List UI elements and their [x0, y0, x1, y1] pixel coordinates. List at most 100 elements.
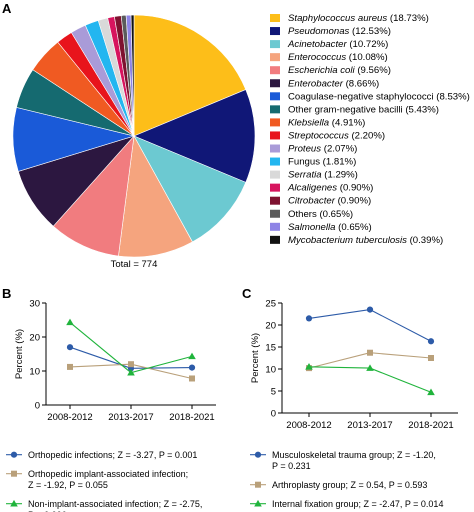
legend-name-8: Klebsiella [288, 117, 329, 128]
pie-slice-2 [133, 135, 247, 243]
chart-b-legend-marker-1 [11, 470, 17, 477]
legend-pct-0: (18.73%) [387, 13, 429, 24]
pie-slice-1 [133, 89, 256, 183]
chart-c-legend-label-2-0: Internal fixation group; Z = -2.47, P = … [272, 499, 443, 509]
chart-c-point-0-1 [366, 306, 374, 313]
legend-pct-2: (10.72%) [347, 39, 389, 50]
chart-b-ytick-label-1: 10 [29, 366, 40, 377]
chart-b-point-1-1 [128, 361, 134, 368]
legend-swatch-12 [270, 170, 280, 179]
chart-b-point-1-0 [67, 363, 73, 370]
legend-name-17: Mycobacterium tuberculosis [288, 235, 407, 246]
legend-pct-3: (10.08%) [346, 52, 388, 63]
legend-name-10: Proteus [288, 144, 321, 155]
chart-b-ytick-label-0: 0 [35, 400, 40, 411]
chart-c-ylabel: Percent (%) [250, 333, 261, 383]
legend-pct-7: (5.43%) [403, 104, 439, 115]
legend-label-0: Staphylococcus aureus (18.73%) [288, 13, 429, 24]
legend-label-5: Enterobacter (8.66%) [288, 78, 379, 89]
legend-label-2: Acinetobacter (10.72%) [287, 39, 388, 50]
chart-c-legend-label-0-1: P = 0.231 [272, 461, 311, 471]
legend-swatch-15 [270, 209, 280, 218]
chart-b-legend-label-1-0: Orthopedic implant-associated infection; [28, 469, 188, 479]
legend-name-4: Escherichia coli [288, 65, 356, 76]
legend-name-9: Streptococcus [288, 130, 349, 141]
legend-label-11: Fungus (1.81%) [288, 157, 356, 168]
legend-name-6: Coagulase-negative staphylococci [288, 91, 434, 102]
legend-label-9: Streptococcus (2.20%) [288, 130, 385, 141]
chart-c-legend-label-0-0: Musculoskeletal trauma group; Z = -1.20, [272, 450, 436, 460]
legend-swatch-10 [270, 144, 280, 153]
chart-c-point-2-1 [366, 364, 374, 371]
pie-slice-0 [133, 14, 247, 137]
legend-swatch-11 [270, 157, 280, 166]
chart-c-legend-marker-2 [254, 499, 262, 507]
legend-swatch-16 [270, 222, 280, 231]
legend-pct-10: (2.07%) [321, 144, 357, 155]
chart-c-ytick-label-4: 20 [265, 320, 276, 331]
chart-b-point-2-1 [127, 368, 135, 376]
legend-pct-8: (4.91%) [329, 117, 365, 128]
legend-pct-12: (1.29%) [322, 170, 358, 181]
chart-c-legend-marker-1 [255, 481, 261, 488]
chart-c-legend-marker-0 [254, 451, 262, 458]
chart-c-point-2-2 [427, 388, 435, 396]
chart-c-point-1-1 [367, 349, 373, 356]
legend-swatch-7 [270, 105, 280, 114]
chart-b-legend-label-0-0: Orthopedic infections; Z = -3.27, P = 0.… [28, 450, 197, 460]
legend-swatch-0 [270, 14, 280, 22]
legend-pct-15: (0.65%) [317, 209, 353, 220]
legend-swatch-3 [270, 53, 280, 62]
legend-name-3: Enterococcus [288, 52, 346, 63]
legend-swatch-13 [270, 183, 280, 192]
chart-c-ytick-label-2: 10 [265, 364, 276, 375]
legend-label-7: Other gram-negative bacilli (5.43%) [288, 104, 439, 115]
chart-b-point-2-2 [188, 352, 196, 360]
legend-swatch-5 [270, 79, 280, 88]
line-chart-c: 0 5 10 15 20 25 2008-2012 2013-2017 2018-2021 Per… [250, 298, 458, 509]
pie-legend: Staphylococcus aureus (18.73%) Pseudomona… [270, 13, 470, 246]
legend-name-7: Other gram-negative bacilli [288, 104, 403, 115]
legend-label-15: Others (0.65%) [288, 209, 353, 220]
chart-c-point-0-0 [305, 315, 313, 322]
chart-b-point-0-0 [66, 344, 74, 351]
chart-b-legend-marker-2 [10, 499, 18, 507]
legend-label-10: Proteus (2.07%) [288, 144, 357, 155]
legend-swatch-1 [270, 27, 280, 36]
chart-b-point-0-2 [188, 364, 196, 371]
legend-pct-11: (1.81%) [320, 157, 356, 168]
chart-c-series-line-0 [308, 309, 432, 342]
chart-c-ytick-label-3: 15 [265, 342, 276, 353]
legend-pct-1: (12.53%) [349, 26, 391, 37]
chart-c-point-2-0 [305, 363, 313, 370]
legend-label-14: Citrobacter (0.90%) [288, 196, 371, 207]
legend-label-16: Salmonella (0.65%) [288, 222, 372, 233]
legend-name-14: Citrobacter [288, 196, 336, 207]
legend-pct-9: (2.20%) [349, 130, 385, 141]
chart-b-ytick-label-2: 20 [29, 332, 40, 343]
pie-chart [12, 14, 256, 258]
legend-pct-16: (0.65%) [335, 222, 371, 233]
legend-label-12: Serratia (1.29%) [288, 170, 358, 181]
chart-b-legend-label-2-0: Non-implant-associated infection; Z = -2… [28, 499, 202, 509]
chart-c-ytick-label-1: 5 [271, 386, 276, 397]
chart-b-ylabel: Percent (%) [14, 329, 25, 379]
legend-swatch-14 [270, 196, 280, 205]
legend-name-15: Others [288, 209, 317, 220]
chart-c-xtick-label-1: 2013-2017 [347, 420, 392, 431]
panel-b-letter: B [2, 286, 11, 301]
chart-b-point-1-2 [189, 375, 195, 382]
chart-b-legend-label-2-1: P = 0.006 [28, 510, 67, 512]
line-chart-b: 0 10 20 30 2008-2012 2013-2017 2018-2021 Percen… [6, 298, 216, 512]
legend-pct-5: (8.66%) [343, 78, 379, 89]
chart-b-xtick-label-2: 2018-2021 [169, 412, 214, 423]
chart-c-ytick-label-0: 0 [271, 408, 276, 419]
legend-pct-14: (0.90%) [335, 196, 371, 207]
chart-b-xtick-label-0: 2008-2012 [47, 412, 92, 423]
legend-label-13: Alcaligenes (0.90%) [287, 183, 373, 194]
chart-c-xtick-label-0: 2008-2012 [286, 420, 331, 431]
legend-swatch-4 [270, 66, 280, 75]
legend-label-4: Escherichia coli (9.56%) [288, 65, 391, 76]
legend-pct-13: (0.90%) [337, 183, 373, 194]
